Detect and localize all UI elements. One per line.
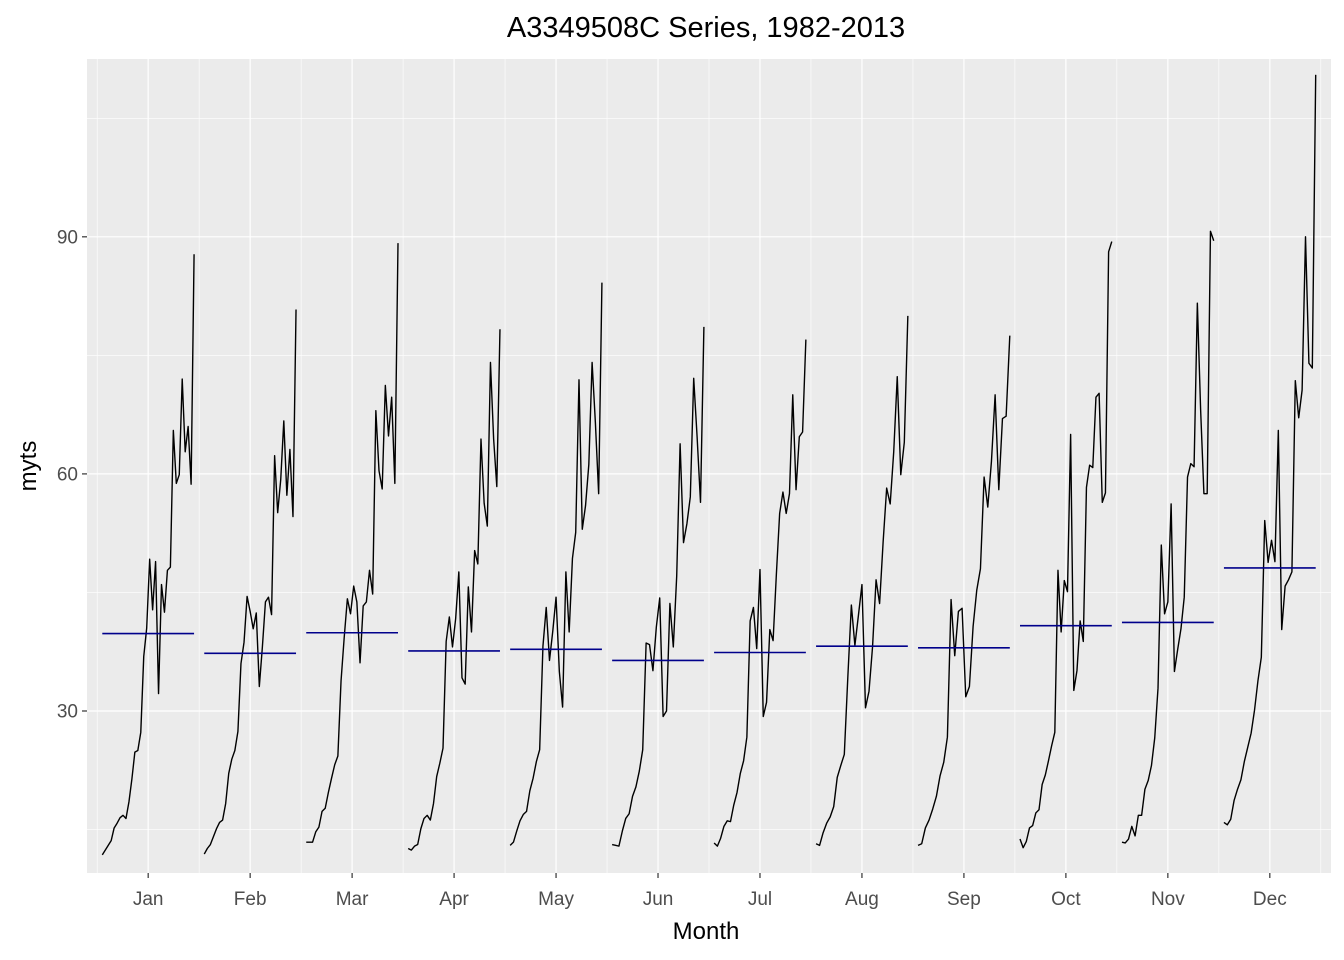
subseries-line-may <box>509 282 603 846</box>
x-tick-label: Dec <box>1253 889 1287 910</box>
subseries-line-apr <box>407 329 501 851</box>
subseries-line-jun <box>611 326 705 847</box>
x-tick-label: Jun <box>643 889 674 910</box>
major-gridlines <box>87 59 1331 873</box>
y-axis-title: myts <box>15 441 42 492</box>
x-tick-label: Sep <box>947 889 981 910</box>
chart-title: A3349508C Series, 1982-2013 <box>507 12 905 44</box>
subseries-line-aug <box>815 315 909 847</box>
y-axis: 30 60 90 <box>57 227 87 722</box>
x-axis: Jan Feb Mar Apr May Jun Jul Aug Sep Oct Nov Dec <box>133 873 1287 910</box>
minor-gridlines <box>87 59 1331 873</box>
x-tick-label: May <box>538 889 574 910</box>
subseries-line-nov <box>1121 230 1215 844</box>
x-tick-label: Apr <box>439 889 469 910</box>
y-tick-label: 90 <box>57 227 78 248</box>
x-tick-label: Aug <box>845 889 879 910</box>
x-axis-title: Month <box>673 918 740 945</box>
x-tick-label: Jan <box>133 889 164 910</box>
subseries-line-oct <box>1019 241 1113 849</box>
x-tick-label: Mar <box>336 889 369 910</box>
subseries-line-sep <box>917 335 1011 846</box>
subseries-line-mar <box>306 243 399 843</box>
subseries-line-jul <box>713 339 807 847</box>
month-mean-lines <box>102 567 1316 662</box>
x-tick-label: Nov <box>1151 889 1185 910</box>
subseries-line-jan <box>101 254 195 856</box>
x-tick-label: Jul <box>748 889 772 910</box>
x-tick-label: Feb <box>234 889 267 910</box>
y-tick-label: 60 <box>57 464 78 485</box>
subseries-lines <box>101 74 1317 856</box>
subseries-line-feb <box>203 309 297 855</box>
y-tick-label: 30 <box>57 701 78 722</box>
subseries-line-dec <box>1223 74 1317 826</box>
x-tick-label: Oct <box>1051 889 1081 910</box>
